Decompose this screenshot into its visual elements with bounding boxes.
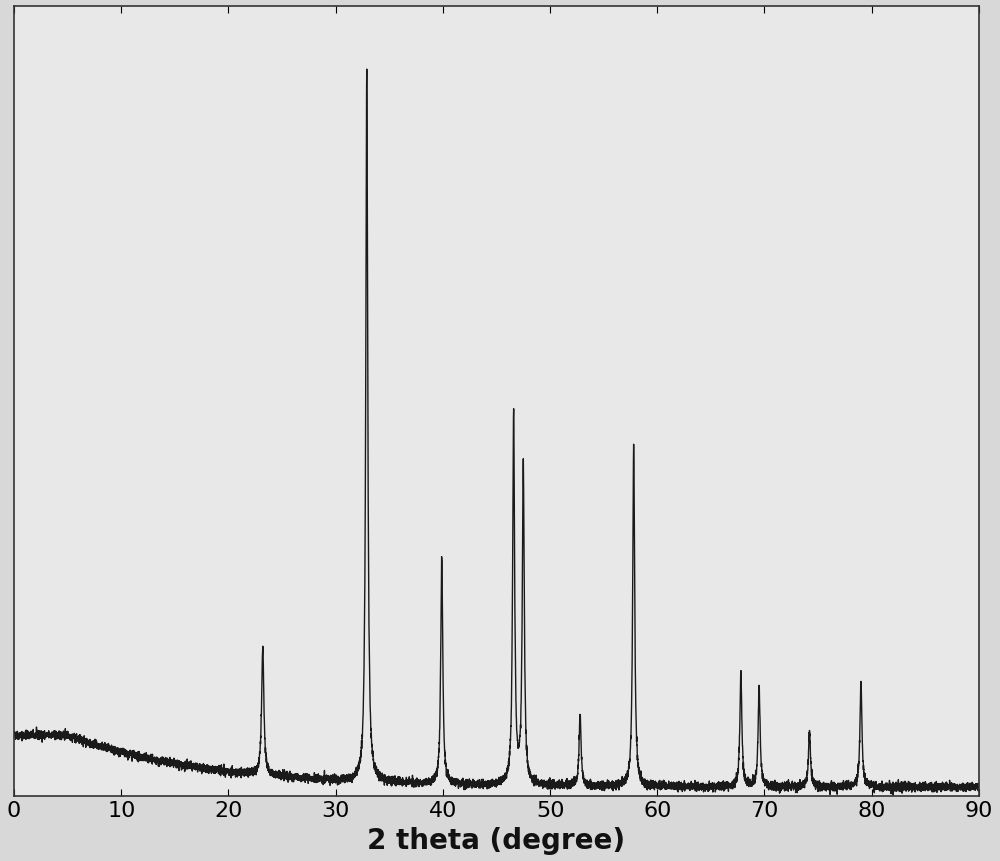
X-axis label: 2 theta (degree): 2 theta (degree) [367, 826, 626, 854]
